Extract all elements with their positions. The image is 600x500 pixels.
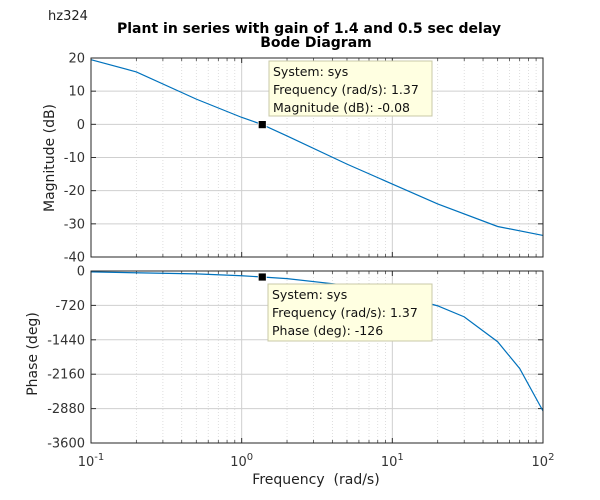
phase-y-tick-label: -1440 <box>47 333 85 348</box>
phase-axes-frame <box>90 270 544 444</box>
magnitude-datatip-text: Magnitude (dB): -0.08 <box>273 100 410 115</box>
x-tick-label: 102 <box>532 452 555 470</box>
x-tick-label: 100 <box>230 452 253 470</box>
phase-datatip-box <box>267 283 433 342</box>
phase-y-tick-label: 0 <box>77 265 85 280</box>
phase-y-label: Phase (deg) <box>25 312 41 396</box>
magnitude-y-tick-label: 0 <box>77 118 85 133</box>
phase-datatip-text: System: sys <box>272 287 347 302</box>
magnitude-y-tick-label: -20 <box>64 184 85 199</box>
magnitude-datatip-marker[interactable] <box>257 120 267 129</box>
magnitude-series-line <box>90 59 544 237</box>
magnitude-y-tick-label: -10 <box>64 151 85 166</box>
magnitude-datatip-text: System: sys <box>273 64 348 79</box>
magnitude-y-tick-label: -30 <box>64 217 85 232</box>
x-tick-label: 10-1 <box>78 452 105 470</box>
x-tick-label: 101 <box>381 452 404 470</box>
magnitude-datatip-text: Frequency (rad/s): 1.37 <box>273 82 419 97</box>
x-axis-label: Frequency (rad/s) <box>252 472 379 488</box>
figure-corner-label: hz324 <box>48 9 88 24</box>
magnitude-y-tick-label: 10 <box>68 85 85 100</box>
phase-y-tick-label: -720 <box>55 299 85 314</box>
magnitude-axes: 20 10 0 -10 -20 -30 -40 System: sys Frequency (r… <box>64 52 544 266</box>
magnitude-y-tick-label: -40 <box>64 251 85 266</box>
phase-y-tick-label: -3600 <box>47 437 85 452</box>
magnitude-y-tick-label: 20 <box>68 52 85 67</box>
magnitude-datatip-box <box>268 60 433 117</box>
chart-title: Plant in series with gain of 1.4 and 0.5… <box>117 21 501 37</box>
phase-datatip-marker[interactable] <box>257 272 267 282</box>
phase-y-tick-label: -2880 <box>47 402 85 417</box>
chart-subtitle: Bode Diagram <box>260 35 372 51</box>
phase-y-tick-label: -2160 <box>47 368 85 383</box>
magnitude-y-label: Magnitude (dB) <box>42 104 58 212</box>
phase-datatip-text: Phase (deg): -126 <box>272 323 383 338</box>
phase-datatip-text: Frequency (rad/s): 1.37 <box>272 305 418 320</box>
magnitude-axes-frame <box>90 57 544 258</box>
